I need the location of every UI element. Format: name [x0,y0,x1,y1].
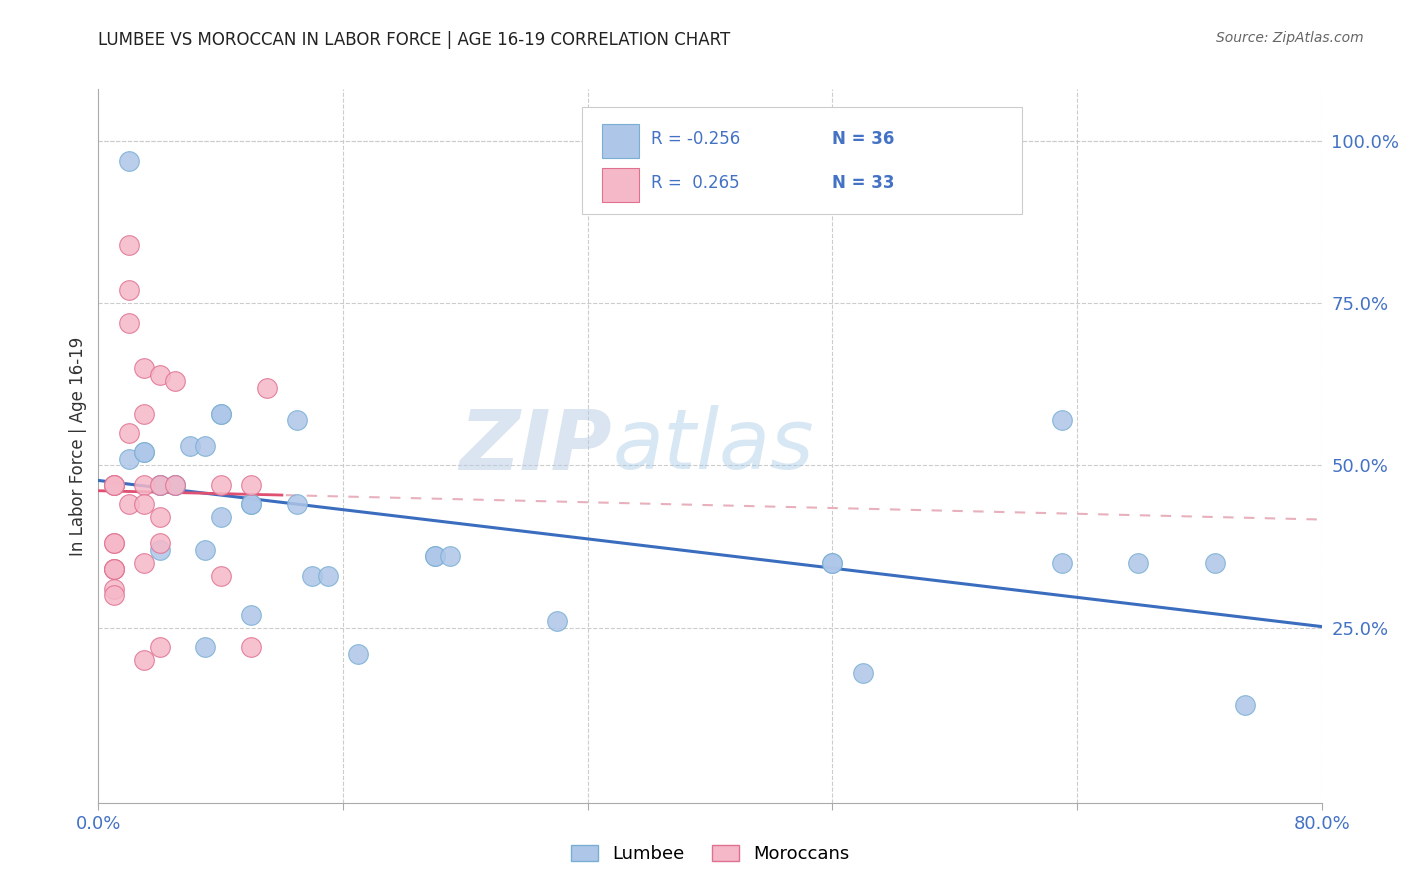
Point [285,497,308,511]
Point [134,478,156,492]
Point [240,478,263,492]
Point [103,562,125,576]
Point [301,568,323,582]
Point [149,510,172,524]
Legend: Lumbee, Moroccans: Lumbee, Moroccans [561,836,859,872]
Point [103,562,125,576]
Point [118,497,141,511]
Point [118,425,141,440]
Point [149,478,172,492]
Point [134,407,156,421]
Point [546,614,568,628]
Point [149,478,172,492]
Point [118,153,141,168]
Point [1234,698,1257,713]
FancyBboxPatch shape [582,107,1022,214]
Point [118,283,141,297]
Point [134,445,156,459]
Point [821,556,844,570]
Point [118,452,141,467]
Point [163,478,186,492]
Point [134,497,156,511]
Point [149,640,172,654]
Point [103,562,125,576]
Point [240,497,263,511]
Point [194,640,217,654]
Point [118,238,141,252]
Point [149,478,172,492]
Point [163,374,186,388]
Point [852,666,875,681]
Point [103,478,125,492]
Text: ZIP: ZIP [460,406,612,486]
Text: N = 33: N = 33 [832,175,894,193]
FancyBboxPatch shape [602,168,640,202]
Point [209,407,232,421]
Point [134,653,156,667]
Point [347,647,370,661]
Point [118,316,141,330]
Point [103,536,125,550]
Point [103,478,125,492]
Text: Source: ZipAtlas.com: Source: ZipAtlas.com [1216,31,1364,45]
Point [163,478,186,492]
Point [439,549,461,564]
Point [194,439,217,453]
Point [1050,556,1073,570]
Point [285,413,308,427]
Point [821,556,844,570]
Text: N = 36: N = 36 [832,130,894,148]
Y-axis label: In Labor Force | Age 16-19: In Labor Force | Age 16-19 [69,336,87,556]
Point [149,542,172,557]
Point [103,536,125,550]
Text: R =  0.265: R = 0.265 [651,175,740,193]
Point [240,640,263,654]
Point [103,582,125,596]
Point [209,478,232,492]
Text: R = -0.256: R = -0.256 [651,130,741,148]
Point [134,361,156,376]
Point [240,607,263,622]
Point [1128,556,1150,570]
Text: LUMBEE VS MOROCCAN IN LABOR FORCE | AGE 16-19 CORRELATION CHART: LUMBEE VS MOROCCAN IN LABOR FORCE | AGE … [98,31,731,49]
FancyBboxPatch shape [602,124,640,159]
Point [1204,556,1226,570]
Point [103,478,125,492]
Point [103,588,125,602]
Point [163,478,186,492]
Point [316,568,339,582]
Point [209,510,232,524]
Point [134,556,156,570]
Point [1050,413,1073,427]
Point [423,549,446,564]
Point [194,542,217,557]
Point [240,497,263,511]
Text: atlas: atlas [612,406,814,486]
Point [134,445,156,459]
Point [209,568,232,582]
Point [256,381,278,395]
Point [179,439,201,453]
Point [149,536,172,550]
Point [149,368,172,382]
Point [423,549,446,564]
Point [209,407,232,421]
